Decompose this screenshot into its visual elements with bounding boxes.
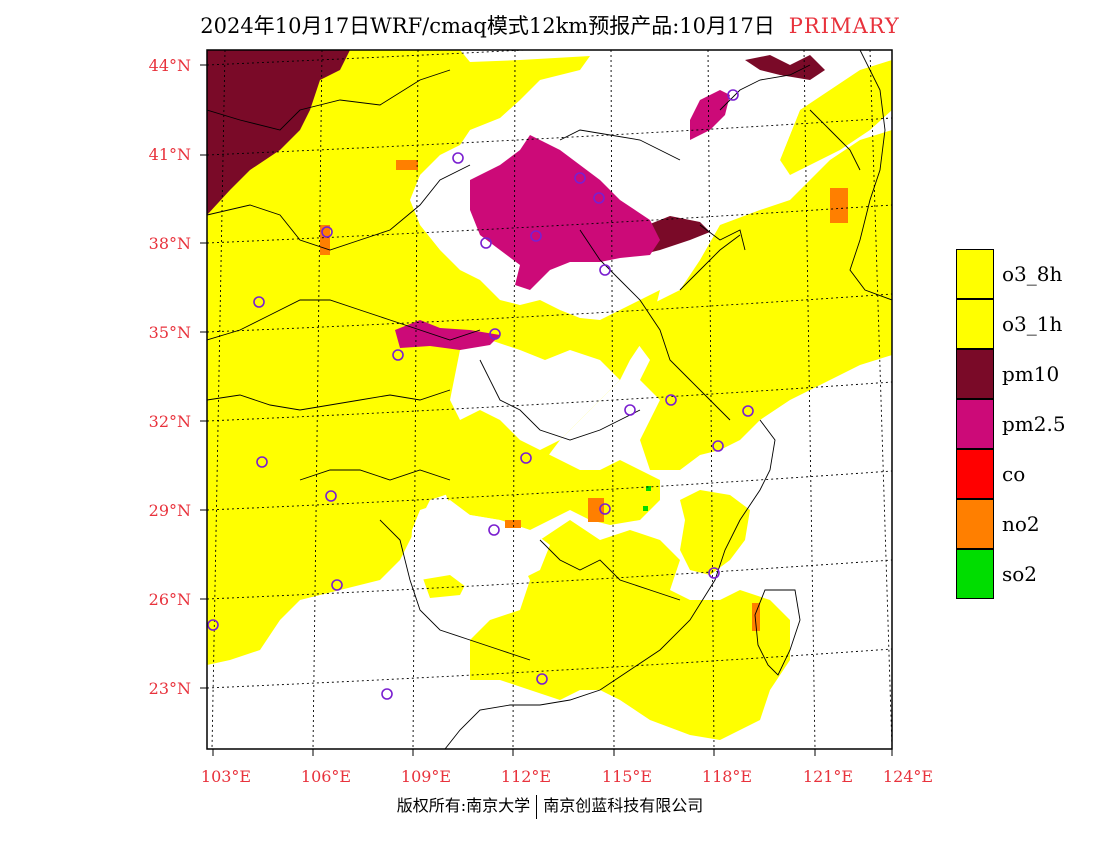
no2-patch-gansu bbox=[320, 225, 330, 255]
o3-region-southwest bbox=[207, 545, 300, 660]
no2-patch-north-sea bbox=[830, 188, 848, 223]
lat-label: 44°N bbox=[149, 56, 191, 75]
graticule bbox=[207, 50, 892, 749]
pm25-region-north-china bbox=[470, 135, 660, 290]
pollutant-field bbox=[207, 50, 892, 749]
pm25-region-shaanxi bbox=[395, 320, 500, 350]
lon-label: 118°E bbox=[702, 767, 752, 786]
legend-label: co bbox=[1002, 462, 1026, 486]
legend-swatch bbox=[956, 249, 994, 299]
legend-swatch bbox=[956, 399, 994, 449]
legend-label: o3_8h bbox=[1002, 262, 1063, 286]
legend-label: so2 bbox=[1002, 562, 1038, 586]
lon-label: 121°E bbox=[803, 767, 853, 786]
longitude-labels: 103°E 106°E 109°E 112°E 115°E 118°E 121°… bbox=[201, 767, 933, 786]
legend-label: pm2.5 bbox=[1002, 412, 1066, 436]
legend-label: pm10 bbox=[1002, 362, 1060, 386]
o3-region-east bbox=[635, 130, 892, 470]
title-main: 2024年10月17日WRF/cmaq模式12km预报产品:10月17日 bbox=[200, 14, 775, 38]
lon-label: 109°E bbox=[401, 767, 451, 786]
legend-label: o3_1h bbox=[1002, 312, 1063, 336]
pm25-region-liaoning bbox=[690, 90, 730, 140]
lat-label: 26°N bbox=[149, 590, 191, 609]
footer-owner: 版权所有:南京大学 bbox=[396, 796, 531, 815]
legend-swatch bbox=[956, 449, 994, 499]
no2-patch-hunan bbox=[505, 520, 521, 528]
o3-region-north bbox=[780, 60, 892, 175]
no2-patch-inner-mongolia bbox=[396, 160, 418, 170]
title-tag: PRIMARY bbox=[788, 14, 900, 38]
so2-patch-2 bbox=[643, 506, 648, 511]
o3-region-south bbox=[470, 520, 790, 740]
lon-label: 112°E bbox=[501, 767, 551, 786]
legend-swatch bbox=[956, 499, 994, 549]
footer-company: 南京创蓝科技有限公司 bbox=[543, 796, 704, 815]
boundaries bbox=[207, 50, 892, 749]
footer-separator bbox=[536, 794, 538, 819]
so2-patch-1 bbox=[646, 486, 651, 491]
clean-area-south bbox=[207, 605, 490, 749]
station-markers bbox=[207, 89, 754, 700]
lat-label: 23°N bbox=[149, 679, 191, 698]
pm10-region-northwest bbox=[207, 50, 350, 215]
map-title: 2024年10月17日WRF/cmaq模式12km预报产品:10月17日 PRIM… bbox=[0, 10, 1100, 40]
pm10-region-hebei bbox=[640, 216, 710, 255]
legend-swatch bbox=[956, 349, 994, 399]
no2-patch-taiwan bbox=[752, 603, 760, 631]
map-frame bbox=[206, 49, 893, 750]
clean-area-sea bbox=[750, 395, 892, 749]
lon-label: 106°E bbox=[301, 767, 351, 786]
clean-area-guizhou bbox=[410, 500, 550, 590]
clean-area-central bbox=[450, 340, 620, 450]
lat-label: 32°N bbox=[149, 412, 191, 431]
lon-label: 115°E bbox=[602, 767, 652, 786]
lat-label: 29°N bbox=[149, 501, 191, 520]
o3-region-fujian bbox=[680, 490, 750, 575]
o3-region-central bbox=[440, 410, 660, 530]
legend-label: no2 bbox=[1002, 512, 1040, 536]
lon-label: 103°E bbox=[201, 767, 251, 786]
no2-patch-jiangxi bbox=[588, 498, 604, 522]
legend-swatch bbox=[956, 299, 994, 349]
latitude-labels: 44°N 41°N 38°N 35°N 32°N 29°N 26°N 23°N bbox=[149, 56, 191, 698]
lon-label: 124°E bbox=[883, 767, 933, 786]
clean-area-north bbox=[540, 55, 800, 225]
o3-region-west bbox=[207, 50, 660, 665]
lat-label: 38°N bbox=[149, 234, 191, 253]
axis-ticks bbox=[200, 64, 893, 756]
copyright-footer: 版权所有:南京大学 南京创蓝科技有限公司 bbox=[0, 792, 1100, 819]
legend-swatch bbox=[956, 549, 994, 599]
lat-label: 35°N bbox=[149, 323, 191, 342]
lat-label: 41°N bbox=[149, 145, 191, 164]
pm10-region-northeast bbox=[745, 55, 825, 80]
